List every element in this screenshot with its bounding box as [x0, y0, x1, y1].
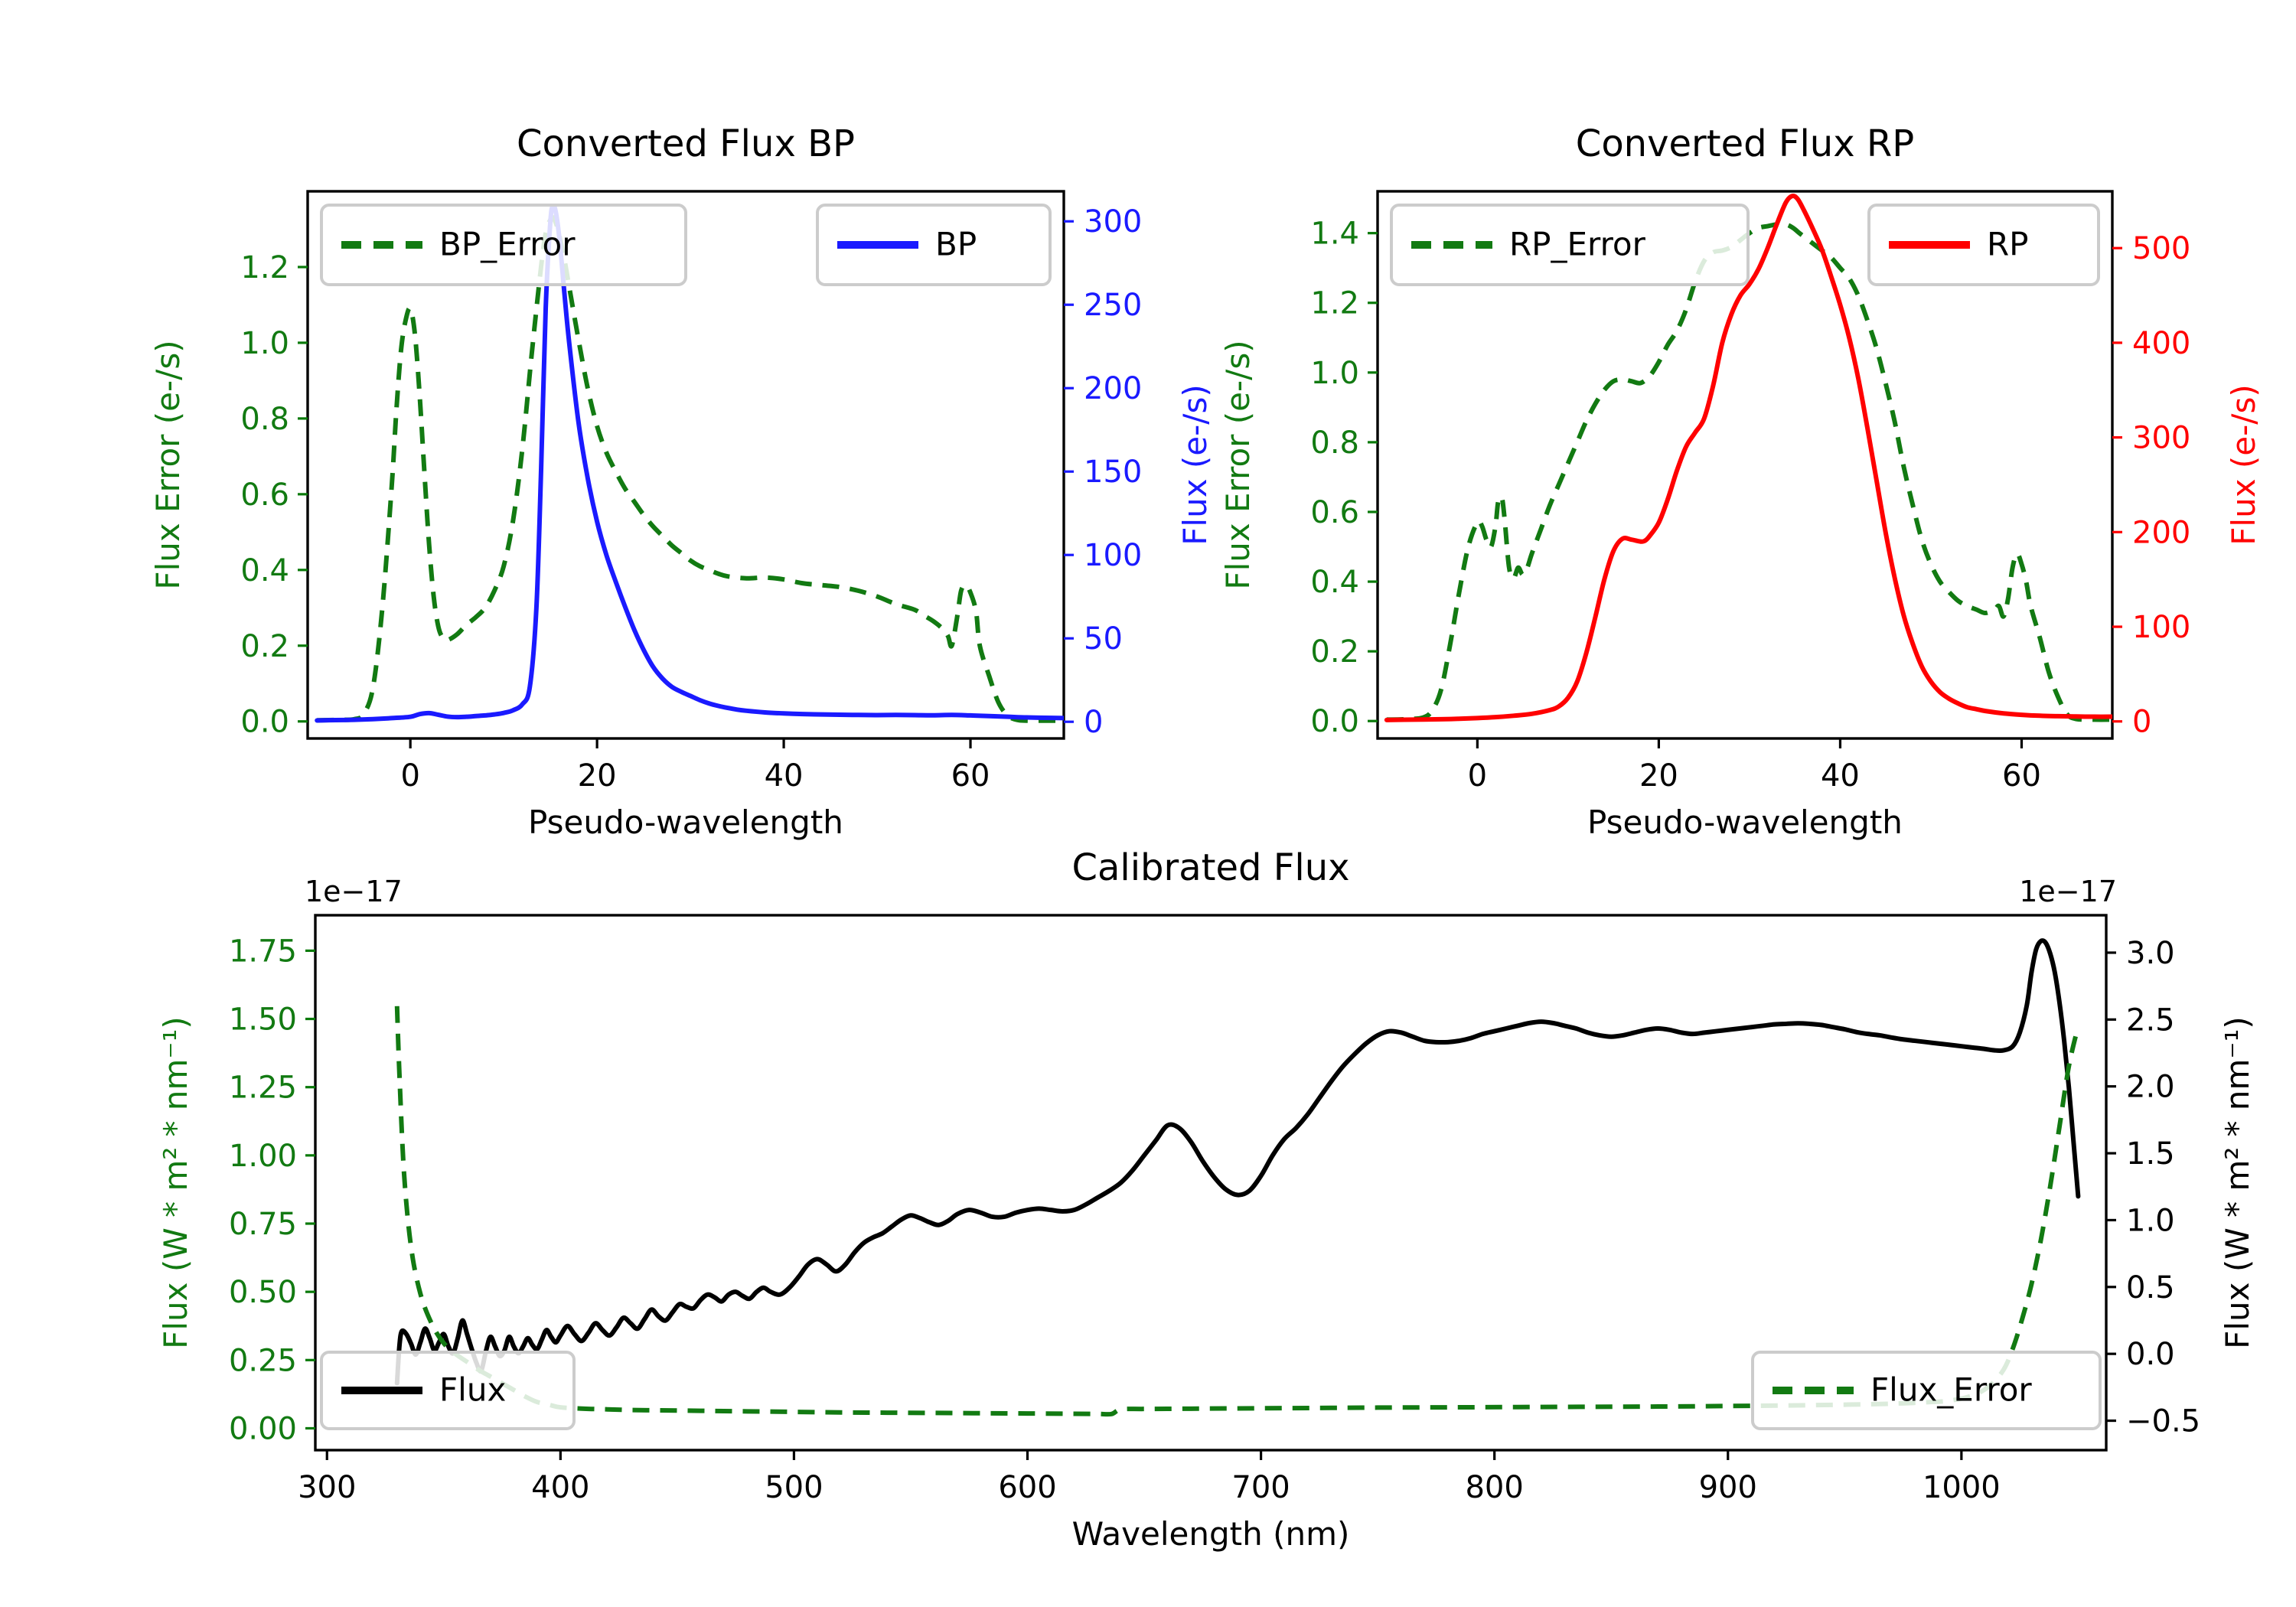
calibrated-flux-xticklabel: 500 — [765, 1470, 823, 1505]
converted-flux-rp-xticklabel: 0 — [1468, 758, 1487, 794]
converted-flux-rp-ylabel-right: Flux (e-/s) — [2225, 384, 2262, 545]
converted-flux-rp-yticklabel-left: 1.0 — [1310, 356, 1359, 391]
converted-flux-bp-ylabel-left: Flux Error (e-/s) — [149, 340, 187, 589]
converted-flux-bp-yticklabel-right: 100 — [1084, 538, 1142, 573]
converted-flux-rp-yticklabel-right: 100 — [2132, 610, 2190, 645]
converted-flux-bp-xticklabel: 60 — [951, 758, 990, 794]
calibrated-flux-xticklabel: 800 — [1465, 1470, 1523, 1505]
converted-flux-rp-axes-frame — [1376, 190, 2114, 740]
calibrated-flux-yticklabel-right: 0.5 — [2126, 1270, 2175, 1305]
converted-flux-rp-yticklabel-left: 1.2 — [1310, 286, 1359, 321]
converted-flux-bp-legend-box — [816, 204, 1052, 286]
converted-flux-bp-yticklabel-left: 0.0 — [240, 705, 289, 740]
calibrated-flux-series-flux — [394, 938, 2081, 1386]
converted-flux-rp-yticklabel-left: 0.4 — [1310, 565, 1359, 600]
converted-flux-bp-xticklabel: 40 — [765, 758, 804, 794]
converted-flux-bp-title: Converted Flux BP — [517, 122, 855, 165]
converted-flux-bp-yticklabel-right: 0 — [1084, 705, 1103, 740]
converted-flux-rp-yticklabel-right: 500 — [2132, 231, 2190, 266]
converted-flux-rp-yticklabel-left: 0.0 — [1310, 704, 1359, 739]
calibrated-flux-ylabel-left: Flux (W * m² * nm⁻¹) — [157, 1016, 194, 1349]
converted-flux-rp-series-rp_error — [1386, 221, 2112, 722]
calibrated-flux-xlabel: Wavelength (nm) — [1072, 1515, 1350, 1553]
calibrated-flux-offset-right: 1e−17 — [2019, 875, 2117, 908]
calibrated-flux-xticklabel: 900 — [1699, 1470, 1757, 1505]
calibrated-flux-legend-label-flux: Flux — [439, 1371, 506, 1409]
converted-flux-bp-yticklabel-left: 0.6 — [240, 478, 289, 513]
converted-flux-rp-yticklabel-left: 0.2 — [1310, 634, 1359, 670]
converted-flux-bp-yticklabel-right: 250 — [1084, 288, 1142, 323]
calibrated-flux-xticklabel: 700 — [1231, 1470, 1290, 1505]
converted-flux-bp-xticklabel: 0 — [400, 758, 419, 794]
converted-flux-rp-legend-box — [1390, 204, 1750, 286]
calibrated-flux-yticklabel-right: −0.5 — [2126, 1404, 2200, 1439]
converted-flux-bp-series-bp_error — [317, 214, 1064, 723]
converted-flux-rp-yticklabel-right: 300 — [2132, 421, 2190, 456]
converted-flux-bp-xticklabel: 20 — [578, 758, 617, 794]
converted-flux-bp-yticklabel-left: 1.0 — [240, 326, 289, 361]
calibrated-flux-title: Calibrated Flux — [1071, 846, 1349, 889]
converted-flux-rp-xticklabel: 60 — [2002, 758, 2041, 794]
converted-flux-rp-xticklabel: 40 — [1821, 758, 1860, 794]
converted-flux-rp-series-rp — [1384, 193, 2112, 722]
converted-flux-bp-yticklabel-left: 0.2 — [240, 629, 289, 664]
calibrated-flux-offset-left: 1e−17 — [305, 875, 403, 908]
calibrated-flux-legend-box — [1751, 1351, 2102, 1430]
converted-flux-bp-legend-label-bp: BP — [935, 226, 977, 263]
converted-flux-bp-legend-box — [320, 204, 687, 286]
converted-flux-bp-yticklabel-left: 0.8 — [240, 402, 289, 437]
converted-flux-rp-yticklabel-left: 0.8 — [1310, 425, 1359, 461]
calibrated-flux-yticklabel-left: 0.00 — [229, 1411, 297, 1446]
calibrated-flux-yticklabel-left: 0.50 — [229, 1275, 297, 1310]
converted-flux-rp-ylabel-left: Flux Error (e-/s) — [1219, 340, 1257, 589]
converted-flux-rp-yticklabel-right: 400 — [2132, 326, 2190, 361]
calibrated-flux-yticklabel-right: 1.5 — [2126, 1136, 2175, 1172]
converted-flux-bp-xlabel: Pseudo-wavelength — [528, 804, 843, 841]
converted-flux-bp-ylabel-right: Flux (e-/s) — [1176, 384, 1214, 545]
converted-flux-bp-legend-label-bp_error: BP_Error — [439, 226, 576, 263]
converted-flux-bp-yticklabel-left: 1.2 — [240, 250, 289, 285]
calibrated-flux-yticklabel-right: 1.0 — [2126, 1203, 2175, 1238]
converted-flux-bp-series-bp — [315, 204, 1064, 723]
converted-flux-rp-legend-label-rp_error: RP_Error — [1509, 226, 1646, 263]
converted-flux-rp-yticklabel-right: 200 — [2132, 515, 2190, 550]
calibrated-flux-xticklabel: 600 — [998, 1470, 1056, 1505]
converted-flux-bp-yticklabel-right: 200 — [1084, 371, 1142, 406]
calibrated-flux-yticklabel-left: 0.75 — [229, 1207, 297, 1242]
converted-flux-rp-yticklabel-left: 0.6 — [1310, 495, 1359, 530]
calibrated-flux-xticklabel: 1000 — [1923, 1470, 2001, 1505]
calibrated-flux-legend-label-flux_error: Flux_Error — [1870, 1371, 2032, 1409]
calibrated-flux-yticklabel-left: 1.25 — [229, 1071, 297, 1106]
calibrated-flux-xticklabel: 400 — [531, 1470, 589, 1505]
converted-flux-rp-legend-box — [1867, 204, 2100, 286]
converted-flux-rp-yticklabel-right: 0 — [2132, 705, 2151, 740]
calibrated-flux-yticklabel-right: 3.0 — [2126, 936, 2175, 971]
calibrated-flux-yticklabel-right: 2.0 — [2126, 1070, 2175, 1105]
converted-flux-bp-yticklabel-right: 150 — [1084, 455, 1142, 490]
calibrated-flux-yticklabel-left: 1.50 — [229, 1002, 297, 1038]
calibrated-flux-axes-frame — [314, 914, 2108, 1452]
calibrated-flux-yticklabel-left: 1.75 — [229, 934, 297, 969]
converted-flux-bp-yticklabel-right: 50 — [1084, 621, 1123, 657]
converted-flux-rp-title: Converted Flux RP — [1576, 122, 1914, 165]
calibrated-flux-yticklabel-right: 2.5 — [2126, 1002, 2175, 1038]
calibrated-flux-legend-box — [320, 1351, 576, 1430]
calibrated-flux-yticklabel-left: 1.00 — [229, 1139, 297, 1174]
calibrated-flux-ylabel-right: Flux (W * m² * nm⁻¹) — [2219, 1016, 2256, 1349]
converted-flux-rp-xticklabel: 20 — [1639, 758, 1678, 794]
converted-flux-bp-axes-frame — [306, 190, 1065, 740]
calibrated-flux-yticklabel-left: 0.25 — [229, 1343, 297, 1378]
converted-flux-rp-xlabel: Pseudo-wavelength — [1587, 804, 1903, 841]
converted-flux-bp-yticklabel-left: 0.4 — [240, 553, 289, 588]
calibrated-flux-xticklabel: 300 — [298, 1470, 356, 1505]
converted-flux-rp-legend-label-rp: RP — [1987, 226, 2029, 263]
converted-flux-rp-yticklabel-left: 1.4 — [1310, 217, 1359, 252]
converted-flux-bp-yticklabel-right: 300 — [1084, 204, 1142, 240]
calibrated-flux-yticklabel-right: 0.0 — [2126, 1337, 2175, 1372]
